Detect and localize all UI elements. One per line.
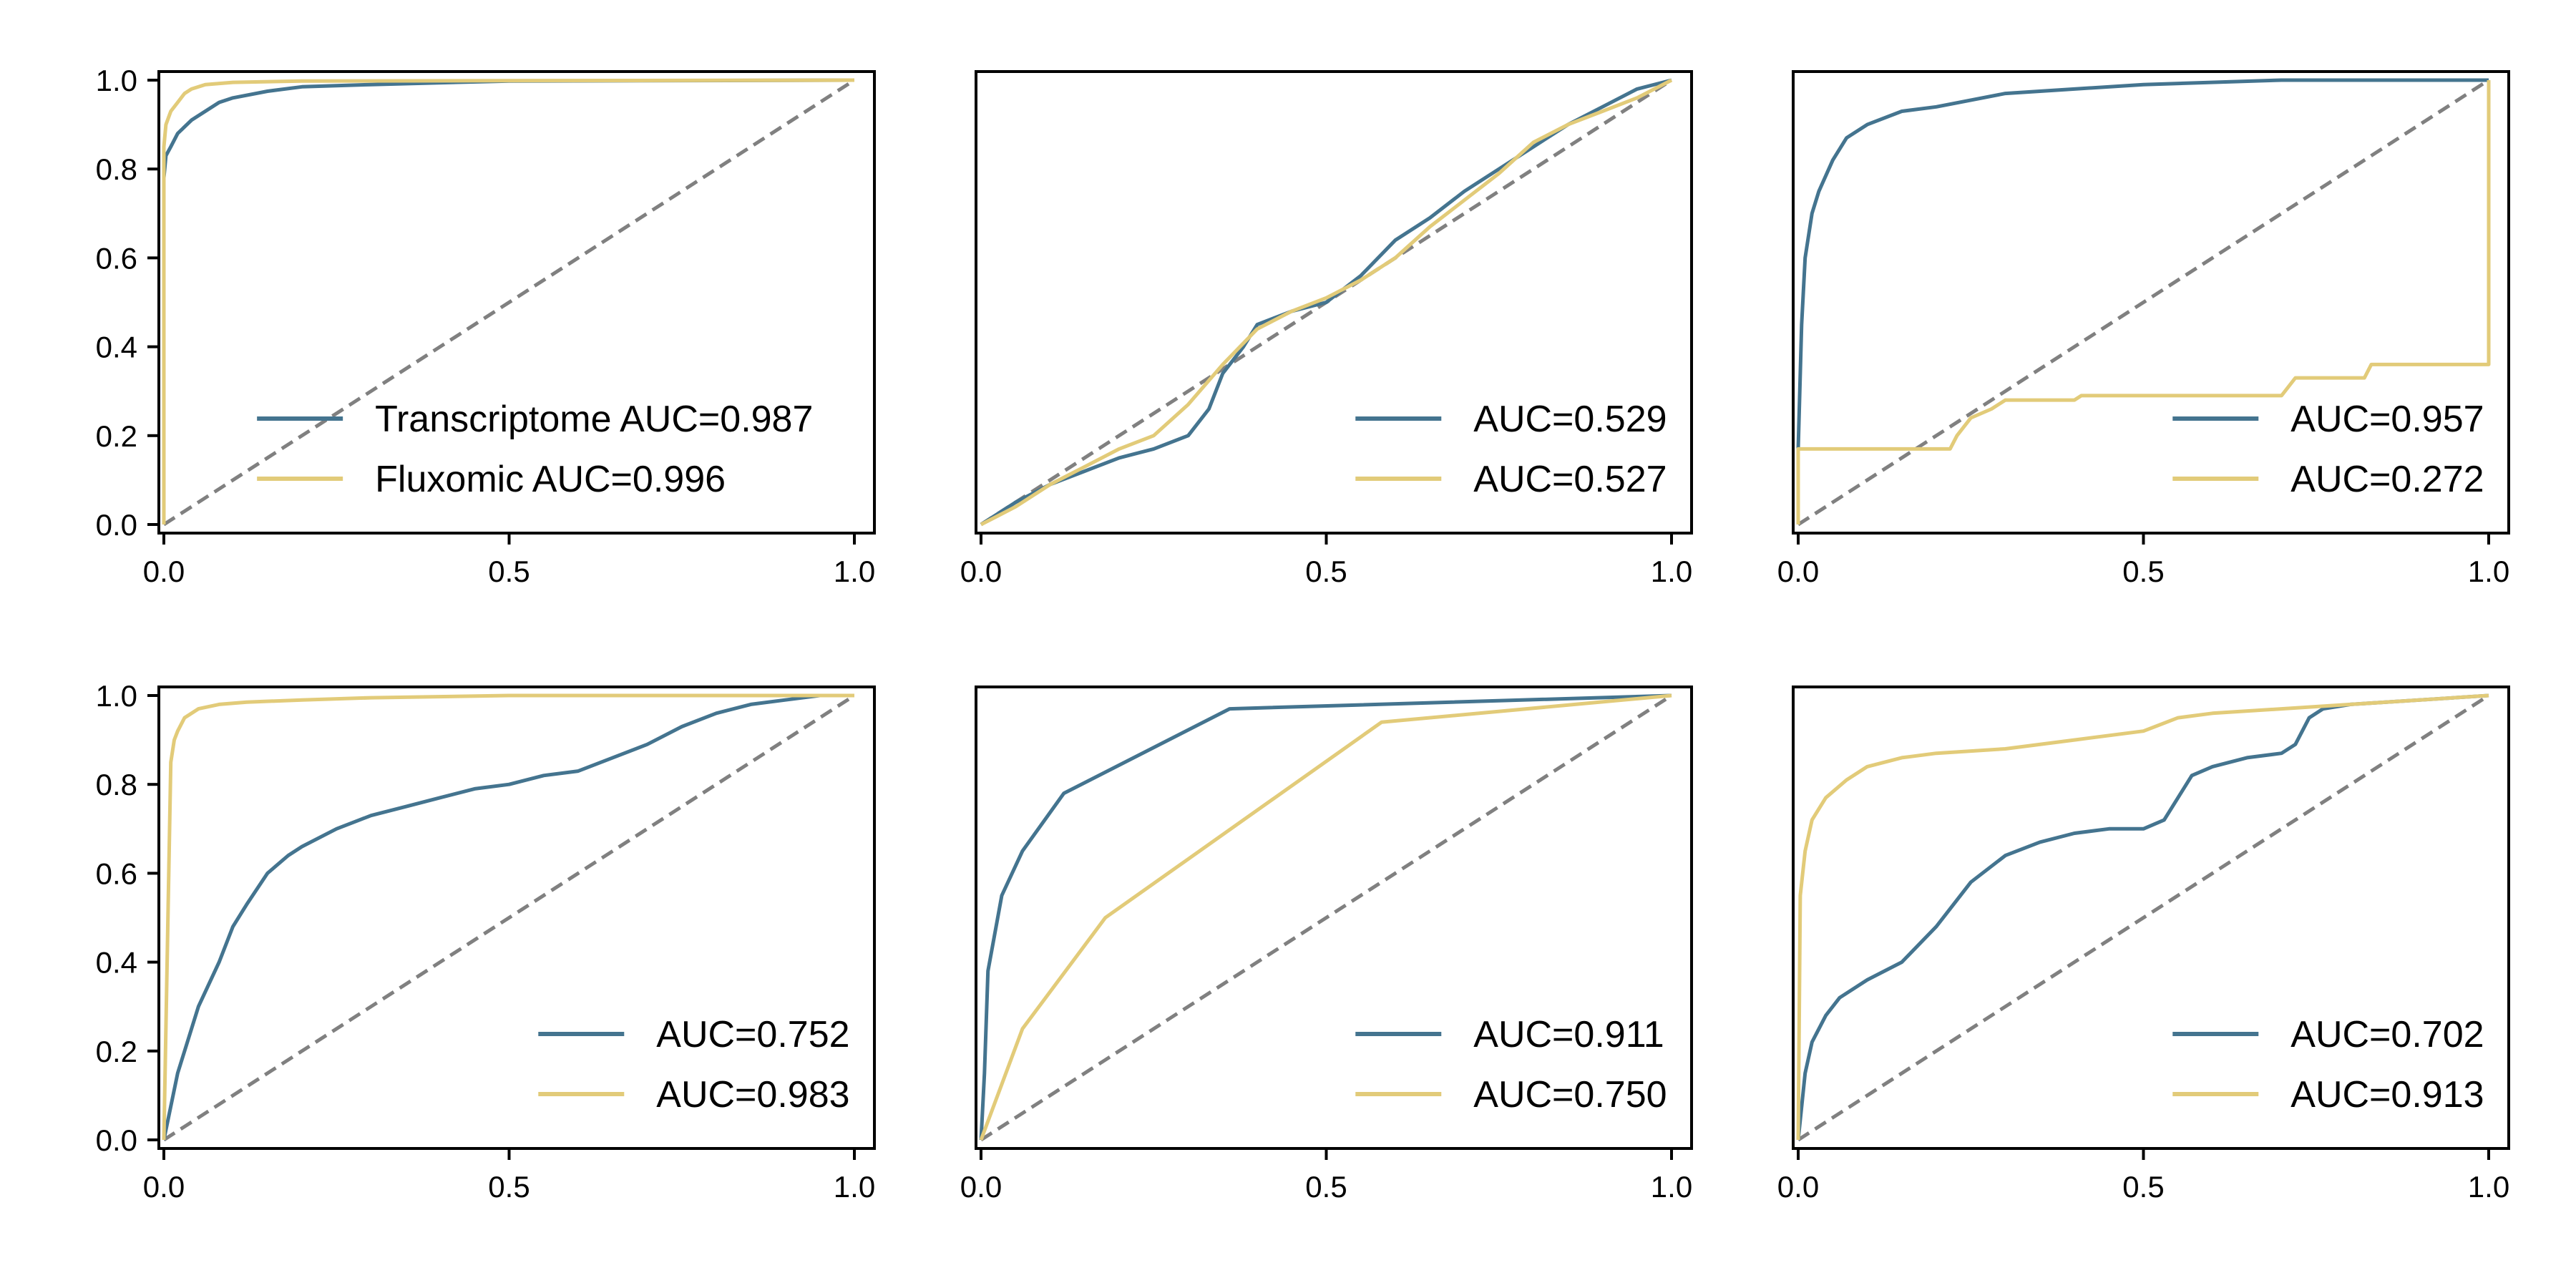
legend-label: Fluxomic AUC=0.996 (375, 459, 726, 500)
series-line-fluxomic (162, 78, 855, 525)
x-tick-label: 1.0 (834, 1170, 875, 1204)
legend-label: AUC=0.957 (2290, 399, 2484, 440)
chance-diagonal-line (162, 693, 856, 1142)
y-tick-label: 1.0 (96, 679, 137, 713)
legend-label: AUC=0.752 (656, 1014, 849, 1055)
y-tick-label: 0.0 (96, 1123, 137, 1157)
series-line-fluxomic (1796, 693, 2489, 1141)
chance-diagonal-line (980, 693, 1673, 1142)
y-tick-label: 0.8 (96, 152, 137, 186)
legend-label: AUC=0.529 (1473, 399, 1667, 440)
x-tick-label: 1.0 (1651, 1170, 1692, 1204)
series-line-transcriptome (979, 693, 1672, 1141)
x-tick-label: 0.5 (488, 555, 530, 588)
x-tick-label: 0.5 (1305, 1170, 1347, 1204)
series-line-fluxomic (1796, 80, 2491, 525)
series-line-transcriptome (1796, 693, 2489, 1141)
x-tick-label: 0.5 (1305, 555, 1347, 588)
x-tick-label: 0.5 (2122, 1170, 2164, 1204)
legend-label: Transcriptome AUC=0.987 (375, 399, 813, 440)
y-tick-label: 0.2 (96, 1035, 137, 1068)
chance-diagonal-line (1797, 78, 2490, 527)
x-tick-label: 0.0 (1777, 555, 1819, 588)
axes-frame (975, 70, 1693, 535)
roc-panel-5: 0.0 0.5 1.0 AUC=0.911 AUC=0.750 (960, 686, 1693, 1204)
chance-diagonal-line (162, 78, 856, 527)
y-tick-label: 1.0 (96, 64, 137, 97)
y-tick-label: 0.6 (96, 241, 137, 275)
x-tick-label: 1.0 (834, 555, 875, 588)
legend-label: AUC=0.911 (1473, 1014, 1664, 1055)
x-tick-label: 1.0 (2468, 555, 2509, 588)
roc-panel-3: 0.0 0.5 1.0 AUC=0.957 AUC=0.272 (1777, 70, 2510, 588)
legend-label: AUC=0.750 (1473, 1074, 1667, 1116)
series-line-transcriptome (162, 78, 855, 525)
x-tick-label: 0.0 (960, 555, 1002, 588)
x-tick-label: 0.0 (143, 1170, 185, 1204)
legend-label: AUC=0.272 (2290, 459, 2484, 500)
axes-frame (157, 70, 876, 535)
series-line-transcriptome (1796, 78, 2489, 525)
series-line-fluxomic (980, 78, 1673, 527)
x-tick-label: 0.0 (960, 1170, 1002, 1204)
x-tick-label: 0.0 (143, 555, 185, 588)
roc-panel-4: 0.0 0.5 1.0 0.0 0.2 0.4 0.6 0.8 1.0 AUC=0.752 AUC=… (96, 679, 876, 1204)
roc-panel-2: 0.0 0.5 1.0 AUC=0.529 AUC=0.527 (960, 70, 1693, 588)
axes-frame (1792, 70, 2510, 535)
x-tick-label: 1.0 (2468, 1170, 2509, 1204)
x-tick-label: 0.0 (1777, 1170, 1819, 1204)
axes-frame (157, 686, 876, 1150)
y-tick-label: 0.6 (96, 857, 137, 890)
y-tick-label: 0.4 (96, 331, 137, 364)
legend-label: AUC=0.983 (656, 1074, 849, 1116)
x-tick-label: 0.5 (2122, 555, 2164, 588)
chance-diagonal-line (1797, 693, 2490, 1142)
roc-panel-6: 0.0 0.5 1.0 AUC=0.702 AUC=0.913 (1777, 686, 2510, 1204)
y-tick-label: 0.8 (96, 768, 137, 801)
axes-frame (975, 686, 1693, 1150)
legend-label: AUC=0.702 (2290, 1014, 2484, 1055)
y-tick-label: 0.0 (96, 508, 137, 542)
roc-panel-1: 0.0 0.5 1.0 0.0 0.2 0.4 0.6 0.8 1.0 Transcriptome… (96, 64, 876, 588)
x-tick-label: 1.0 (1651, 555, 1692, 588)
series-line-fluxomic (979, 693, 1672, 1141)
legend-label: AUC=0.527 (1473, 459, 1667, 500)
x-tick-label: 0.5 (488, 1170, 530, 1204)
y-tick-label: 0.2 (96, 419, 137, 453)
series-line-fluxomic (162, 693, 854, 1141)
y-tick-label: 0.4 (96, 946, 137, 980)
legend-label: AUC=0.913 (2290, 1074, 2484, 1116)
axes-frame (1792, 686, 2510, 1150)
series-line-transcriptome (162, 693, 854, 1141)
